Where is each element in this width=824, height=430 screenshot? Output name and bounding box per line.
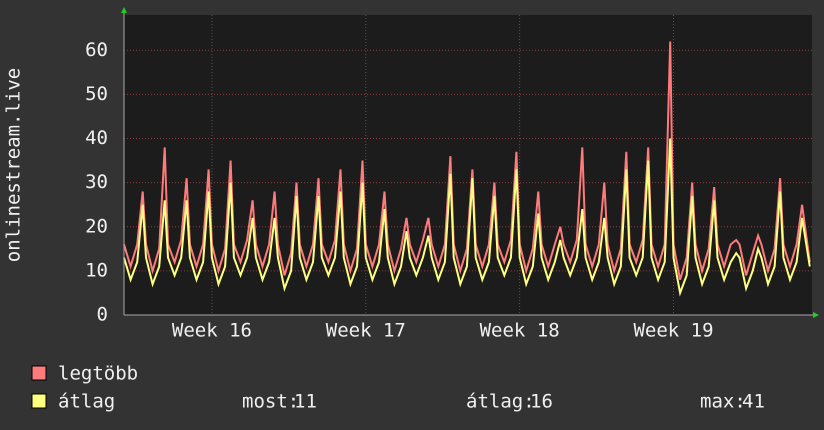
y-tick-label: 20	[85, 215, 108, 237]
x-tick-label: Week 19	[633, 320, 713, 342]
stat-label: átlag:	[466, 391, 535, 413]
stat-value: 16	[530, 391, 553, 413]
stat-label: max:	[700, 391, 746, 413]
axis-arrow	[121, 7, 127, 13]
legend: legtöbb átlag most:11 átlag:16 max:41	[31, 363, 765, 413]
y-tick-label: 40	[85, 127, 108, 149]
y-tick-label: 0	[97, 304, 108, 326]
series-line	[123, 138, 811, 297]
y-axis-label: onlinestream.live	[3, 68, 25, 262]
y-tick-label: 10	[85, 259, 108, 281]
axis-arrow	[813, 312, 819, 318]
y-tick-label: 60	[85, 39, 108, 61]
x-tick-label: Week 18	[480, 320, 560, 342]
y-tick-label: 50	[85, 83, 108, 105]
legend-swatch	[31, 365, 47, 381]
x-tick-label: Week 16	[172, 320, 252, 342]
lines	[123, 41, 811, 297]
legend-label: átlag	[58, 391, 115, 413]
legend-swatch	[31, 393, 47, 409]
y-tick-label: 30	[85, 171, 108, 193]
stat-label: most:	[242, 391, 299, 413]
plot-area	[124, 15, 812, 315]
stat-value: 11	[294, 391, 317, 413]
x-tick-label: Week 17	[326, 320, 406, 342]
legend-label: legtöbb	[58, 363, 138, 385]
stat-value: 41	[742, 391, 765, 413]
